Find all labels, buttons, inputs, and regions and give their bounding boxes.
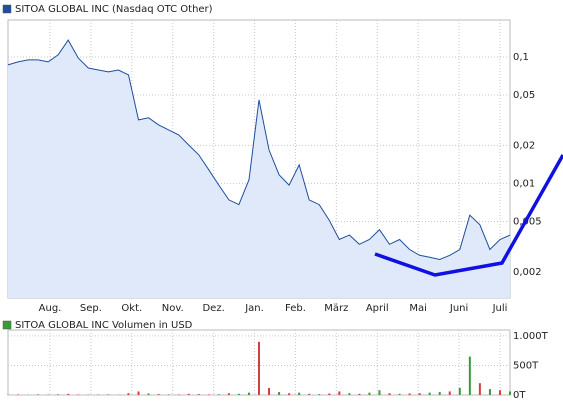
volume-bar [348, 393, 351, 395]
y-tick-label: 500T [513, 360, 539, 371]
y-tick-label: 0,02 [513, 140, 535, 151]
y-tick-label: 0,1 [513, 52, 529, 63]
volume-bar [67, 393, 70, 395]
volume-bar [368, 392, 371, 395]
volume-bar [127, 393, 130, 395]
volume-bar [157, 394, 160, 395]
volume-bar [509, 391, 511, 395]
volume-bar [187, 393, 190, 395]
volume-bar [498, 390, 501, 395]
volume-bar [227, 393, 230, 395]
volume-bar [388, 393, 391, 395]
volume-bar [398, 393, 401, 395]
volume-bar [288, 393, 291, 395]
y-tick-label: 1.000T [513, 331, 549, 342]
x-tick-label: Nov. [162, 303, 184, 314]
legend-label: SITOA GLOBAL INC (Nasdaq OTC Other) [15, 4, 213, 15]
volume-bar [217, 394, 220, 395]
y-tick-label: 0,01 [513, 178, 535, 189]
volume-bar [107, 394, 110, 395]
volume-bar [298, 392, 301, 395]
legend-label: SITOA GLOBAL INC Volumen in USD [15, 320, 193, 331]
content: SITOA GLOBAL INC (Nasdaq OTC Other) 0,1 0,… [2, 4, 549, 401]
legend-swatch [2, 4, 12, 14]
x-tick-label: Mai [409, 303, 427, 314]
y-tick-label: 0,05 [513, 90, 535, 101]
volume-bar [478, 383, 481, 395]
y-tick-label: 0T [513, 390, 526, 401]
volume-bar [237, 393, 240, 395]
volume-bar [468, 356, 471, 395]
price-area [8, 40, 510, 298]
volume-bar [308, 393, 311, 395]
x-tick-label: März [324, 303, 348, 314]
x-tick-label: Jan. [244, 303, 264, 314]
x-tick-label: Dez. [202, 303, 224, 314]
y-tick-label: 0,005 [513, 216, 542, 227]
volume-bar [428, 392, 431, 395]
volume-bar [458, 387, 461, 395]
volume-bar [268, 387, 271, 395]
x-tick-label: Sep. [80, 303, 102, 314]
volume-bar [448, 391, 451, 395]
volume-bar [338, 391, 341, 395]
x-tick-label: April [366, 303, 389, 314]
x-tick-label: Juli [492, 303, 508, 314]
volume-bar [37, 394, 40, 395]
legend-swatch [2, 320, 12, 330]
volume-bar [247, 392, 250, 395]
volume-bar [258, 341, 260, 395]
price-line [7, 39, 511, 261]
volume-bar [418, 393, 421, 395]
volume-bar [207, 394, 210, 395]
volume-bar [57, 394, 60, 395]
volume-bar [167, 394, 170, 395]
x-tick-label: Juni [449, 303, 468, 314]
x-tick-label: Aug. [39, 303, 62, 314]
x-tick-label: Okt. [121, 303, 142, 314]
volume-bar [358, 393, 361, 395]
trend-annotation [374, 154, 563, 277]
volume-bar [378, 390, 381, 395]
volume-bar [438, 392, 441, 395]
volume-bar [197, 394, 200, 395]
y-tick-label: 0,002 [513, 267, 542, 278]
volume-bar [408, 393, 411, 395]
volume-bar [488, 389, 491, 395]
volume-bar [328, 393, 331, 395]
volume-bar [137, 391, 140, 395]
volume-bar [318, 394, 321, 395]
volume-bar [147, 393, 150, 395]
volume-bar [278, 392, 281, 395]
x-tick-label: Feb. [285, 303, 306, 314]
